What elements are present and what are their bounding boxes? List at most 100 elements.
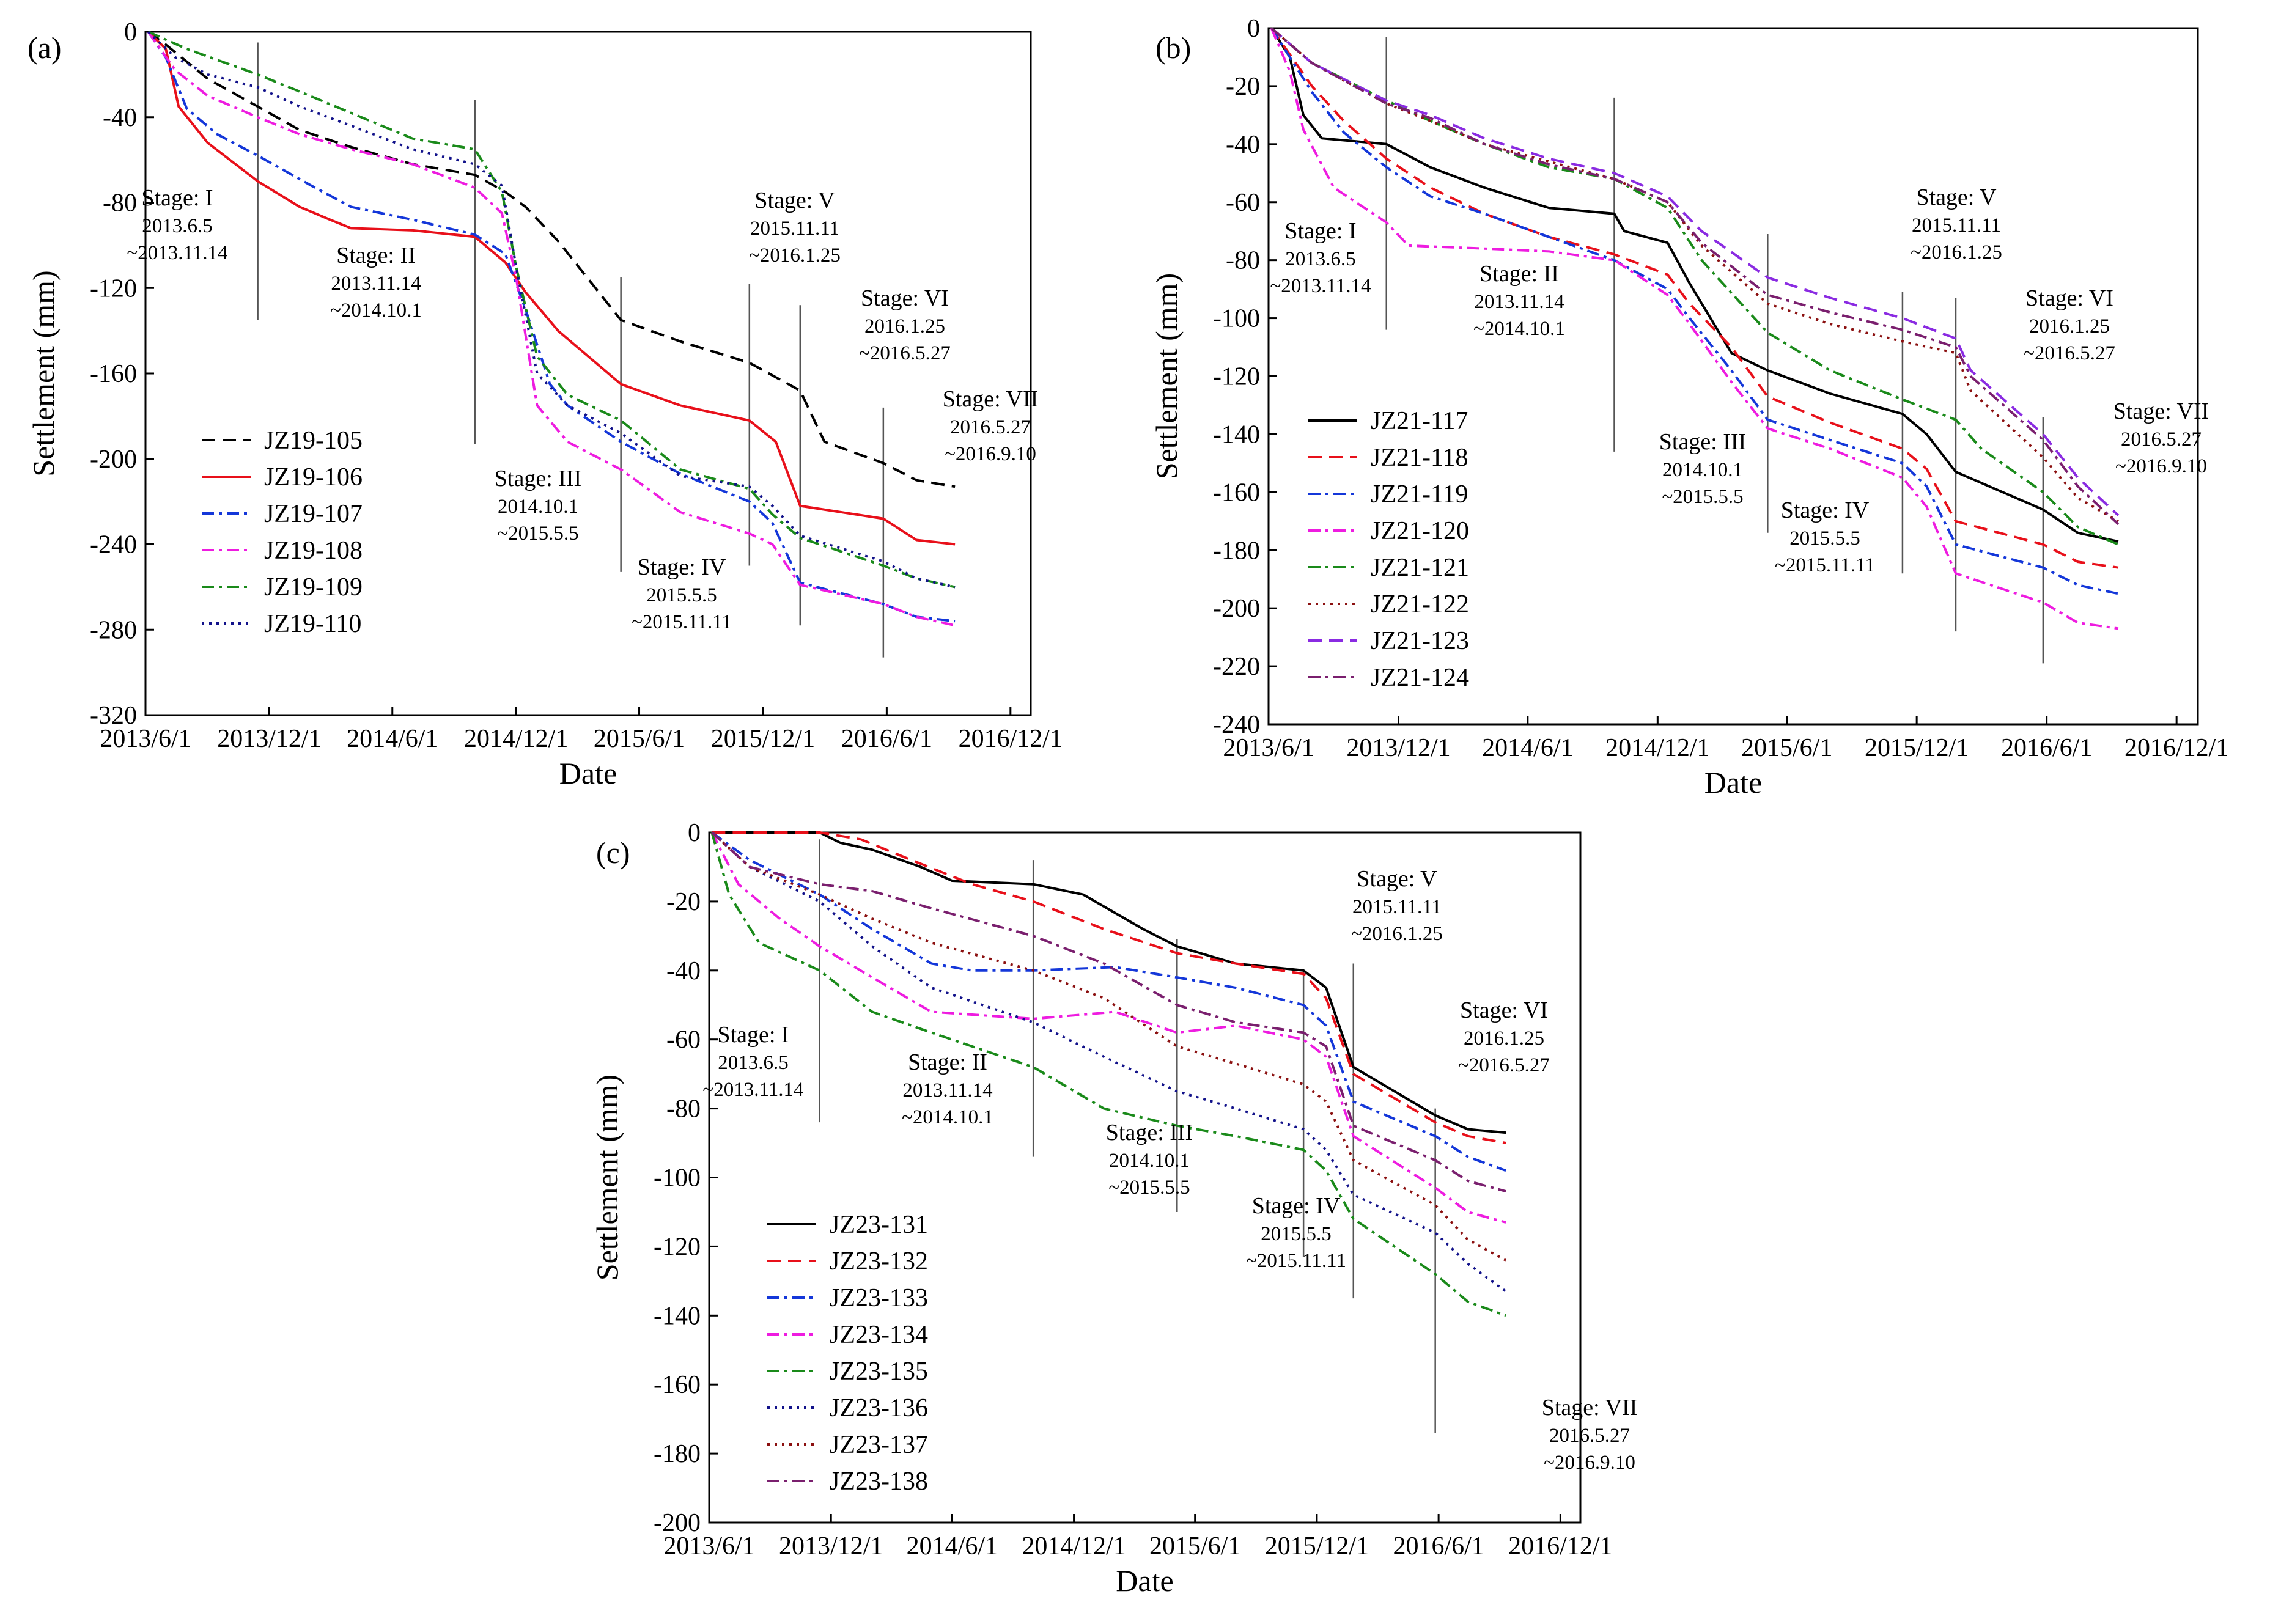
stage-end-date: ~2016.1.25 [1911, 241, 2002, 263]
x-tick-label: 2014/6/1 [347, 725, 438, 753]
y-axis-title: Settlement (mm) [1149, 273, 1184, 479]
stage-title: Stage: IV [1252, 1193, 1341, 1219]
x-tick-label: 2014/6/1 [907, 1532, 998, 1560]
stage-end-date: ~2015.11.11 [1246, 1250, 1346, 1272]
stage-title: Stage: VII [2113, 399, 2209, 424]
x-tick-label: 2015/6/1 [1741, 734, 1832, 762]
series-line-jz21-124 [1270, 27, 2120, 525]
y-tick-label: -60 [1226, 189, 1260, 217]
stage-start-date: 2013.11.14 [902, 1079, 992, 1101]
y-tick-label: 0 [1247, 15, 1260, 43]
legend: JZ19-105 JZ19-106 JZ19-107 JZ19-108 JZ19-109… [202, 427, 363, 638]
y-tick-label: 0 [688, 819, 701, 847]
stage-title: Stage: VI [1460, 998, 1548, 1023]
x-tick-label: 2016/6/1 [2001, 734, 2092, 762]
stage-title: Stage: III [495, 466, 581, 491]
stage-end-date: ~2016.9.10 [1544, 1452, 1635, 1474]
stage-end-date: ~2015.5.5 [1662, 486, 1743, 508]
y-tick-label: -180 [1213, 537, 1260, 565]
stage-title: Stage: IV [638, 554, 726, 580]
legend-entry: JZ23-137 [830, 1431, 928, 1459]
series-line-jz19-105 [147, 31, 956, 488]
x-tick-label: 2015/12/1 [711, 725, 815, 753]
x-tick-label: 2013/12/1 [217, 725, 321, 753]
y-tick-label: -120 [654, 1233, 701, 1261]
series-line-jz23-131 [712, 831, 1506, 1134]
y-tick-label: -80 [666, 1095, 701, 1123]
stage-start-date: 2013.11.14 [331, 273, 421, 295]
plot-frame [1267, 27, 2199, 726]
x-tick-label: 2016/12/1 [1508, 1532, 1612, 1560]
series-line-jz21-120 [1270, 28, 2119, 630]
y-tick-label: -100 [654, 1164, 701, 1192]
y-tick-label: -200 [90, 446, 137, 474]
stage-title: Stage: VII [1542, 1395, 1638, 1420]
x-tick-label: 2016/6/1 [841, 725, 932, 753]
series-line-jz21-122 [1270, 27, 2119, 523]
stage-title: Stage: III [1659, 429, 1746, 455]
y-tick-label: -20 [666, 888, 701, 916]
y-tick-label: -120 [90, 274, 137, 303]
stage-start-date: 2016.5.27 [950, 416, 1031, 438]
legend-entry: JZ21-119 [1371, 480, 1468, 509]
panel-label: (b) [1155, 31, 1191, 65]
stage-title: Stage: II [336, 243, 416, 268]
series-line-jz21-123 [1270, 27, 2120, 516]
legend-entry: JZ19-106 [264, 463, 363, 491]
stage-start-date: 2016.5.27 [1549, 1425, 1630, 1447]
y-tick-label: -320 [90, 702, 137, 730]
x-axis-title: Date [1704, 765, 1762, 799]
y-tick-label: -20 [1226, 73, 1260, 101]
y-tick-label: -240 [90, 531, 137, 559]
legend-entry: JZ21-118 [1371, 444, 1468, 472]
x-tick-label: 2016/12/1 [959, 725, 1063, 753]
x-tick-label: 2013/6/1 [100, 725, 191, 753]
stage-title: Stage: I [1284, 218, 1356, 244]
legend-entry: JZ23-134 [830, 1321, 928, 1349]
stage-start-date: 2015.5.5 [646, 584, 717, 606]
stage-start-date: 2016.1.25 [864, 315, 945, 337]
stage-end-date: ~2015.11.11 [1775, 554, 1875, 576]
stage-title: Stage: IV [1781, 498, 1870, 523]
x-tick-label: 2015/6/1 [1149, 1532, 1240, 1560]
y-tick-label: -140 [654, 1302, 701, 1330]
stage-end-date: ~2015.5.5 [1108, 1177, 1190, 1199]
x-tick-label: 2014/6/1 [1482, 734, 1573, 762]
x-tick-label: 2013/12/1 [779, 1532, 883, 1560]
x-tick-label: 2016/6/1 [1393, 1532, 1484, 1560]
y-tick-label: -240 [1213, 711, 1260, 739]
stage-start-date: 2015.5.5 [1789, 527, 1860, 549]
stage-end-date: ~2014.10.1 [330, 299, 422, 321]
stage-title: Stage: VI [2025, 285, 2113, 311]
y-axis-title: Settlement (mm) [26, 270, 61, 476]
stage-title: Stage: V [1916, 185, 1997, 210]
y-tick-label: -140 [1213, 421, 1260, 449]
legend-entry: JZ23-132 [830, 1247, 928, 1276]
y-tick-label: -160 [654, 1371, 701, 1399]
y-tick-label: -40 [103, 104, 137, 132]
stage-start-date: 2014.10.1 [1109, 1150, 1190, 1172]
stage-title: Stage: I [717, 1022, 789, 1048]
stage-end-date: ~2013.11.14 [702, 1079, 803, 1101]
y-tick-label: -60 [666, 1026, 701, 1054]
stage-start-date: 2014.10.1 [1662, 459, 1743, 481]
x-tick-label: 2015/12/1 [1265, 1532, 1369, 1560]
panel-label: (c) [596, 836, 630, 870]
series-line-jz23-136 [711, 831, 1507, 1293]
stage-end-date: ~2016.5.27 [1458, 1054, 1550, 1076]
x-axis-title: Date [1116, 1563, 1173, 1598]
y-tick-label: -200 [1213, 595, 1260, 623]
legend-entry: JZ21-117 [1371, 407, 1468, 435]
stage-start-date: 2013.6.5 [1285, 248, 1356, 270]
legend-entry: JZ23-138 [830, 1468, 928, 1496]
stage-end-date: ~2016.5.27 [2024, 342, 2115, 364]
x-tick-label: 2013/12/1 [1346, 734, 1450, 762]
stage-title: Stage: I [141, 185, 213, 211]
y-tick-label: -220 [1213, 653, 1260, 681]
y-tick-label: -160 [90, 360, 137, 388]
legend-entry: JZ19-107 [264, 500, 363, 528]
x-tick-label: 2014/12/1 [1022, 1532, 1126, 1560]
stage-start-date: 2015.5.5 [1261, 1223, 1332, 1245]
y-tick-label: -200 [654, 1509, 701, 1537]
legend-entry: JZ21-120 [1371, 517, 1469, 545]
